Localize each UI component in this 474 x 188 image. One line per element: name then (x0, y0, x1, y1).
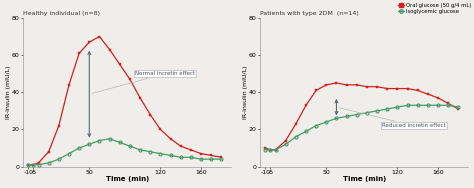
Y-axis label: IR-insulin (mIU/L): IR-insulin (mIU/L) (6, 66, 10, 119)
X-axis label: Time (min): Time (min) (106, 177, 149, 182)
Y-axis label: IR-insulin (mIU/L): IR-insulin (mIU/L) (243, 66, 247, 119)
Text: Reduced incretin effect: Reduced incretin effect (339, 108, 446, 128)
X-axis label: Time (min): Time (min) (343, 177, 386, 182)
Text: Healthy individual (n=8): Healthy individual (n=8) (23, 11, 100, 16)
Text: Patients with type 2DM  (n=14): Patients with type 2DM (n=14) (260, 11, 359, 16)
Legend: Oral glucose (50 g/4 mL), Isoglycemic glucose: Oral glucose (50 g/4 mL), Isoglycemic gl… (398, 3, 471, 14)
Text: Normal incretin effect: Normal incretin effect (92, 71, 195, 93)
